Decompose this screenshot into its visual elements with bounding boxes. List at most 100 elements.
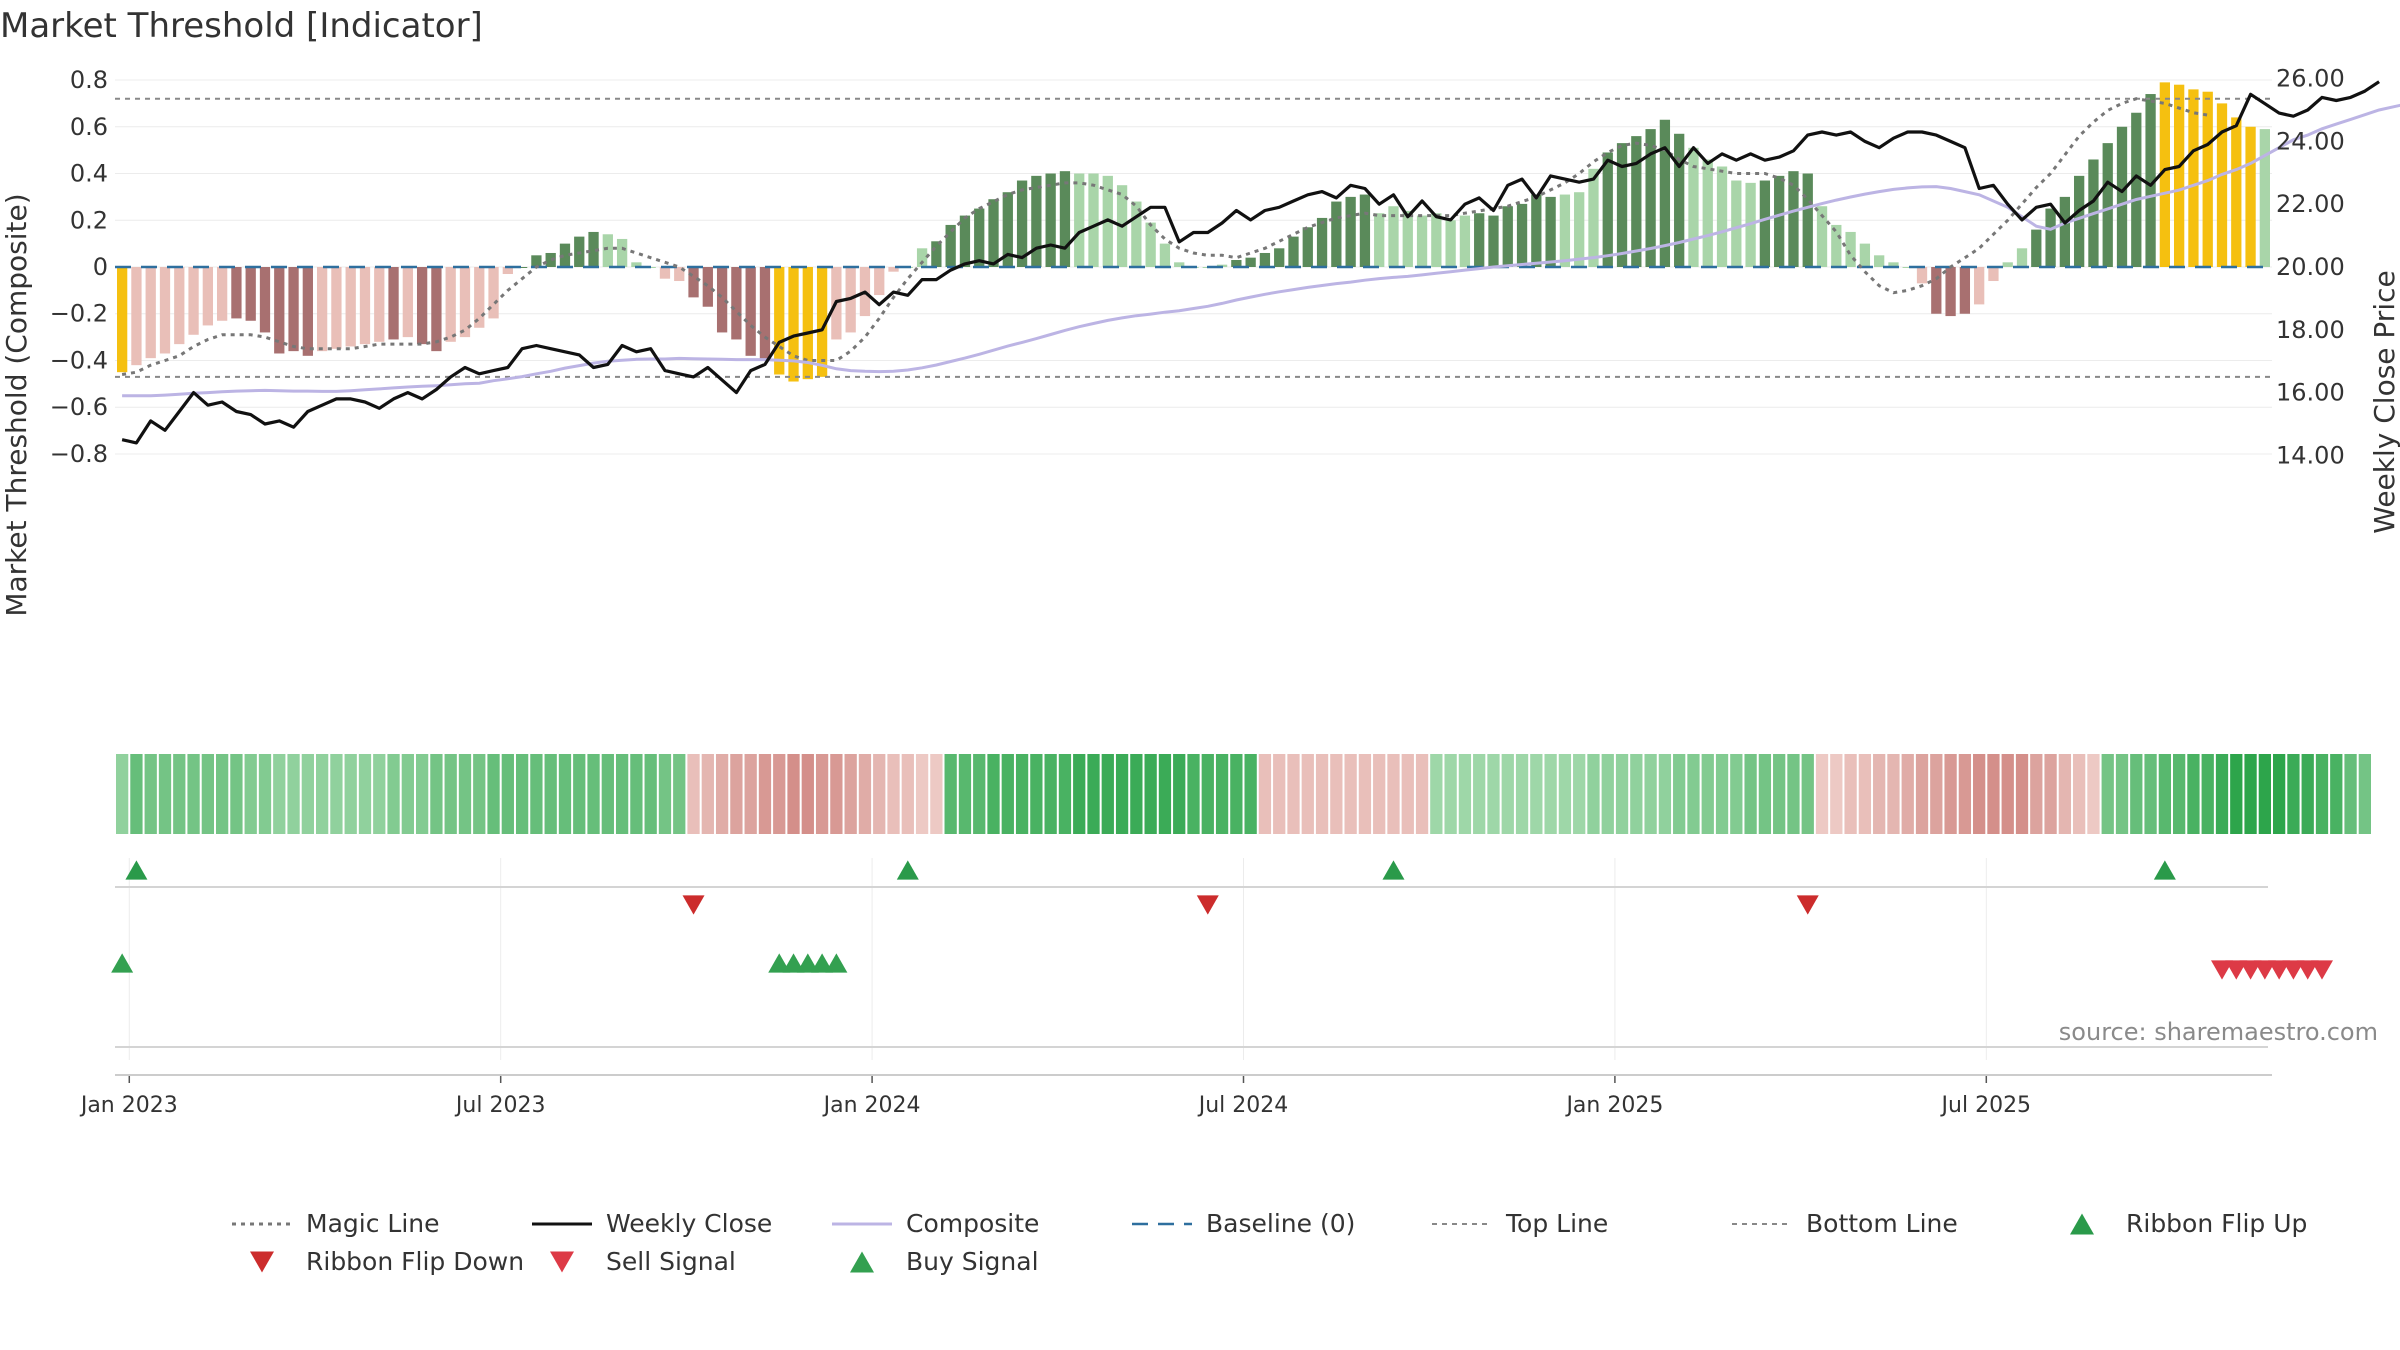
composite-bar bbox=[788, 267, 799, 382]
composite-bar bbox=[659, 267, 671, 279]
composite-bar bbox=[931, 241, 942, 267]
composite-bar bbox=[174, 267, 185, 345]
ribbon-cell bbox=[973, 754, 986, 834]
composite-bar bbox=[1016, 180, 1028, 267]
ribbon-cell bbox=[2287, 754, 2300, 834]
ribbon-cell bbox=[215, 754, 229, 834]
ribbon-flip-up-marker bbox=[2153, 860, 2176, 880]
legend-label: Magic Line bbox=[306, 1209, 440, 1238]
legend-item: Ribbon Flip Down bbox=[250, 1247, 524, 1276]
ribbon-cell bbox=[2073, 754, 2086, 834]
ribbon-cell bbox=[615, 754, 629, 834]
ribbon-cell bbox=[630, 754, 643, 834]
legend-label: Sell Signal bbox=[606, 1247, 736, 1276]
ribbon-cell bbox=[1430, 754, 1443, 834]
ribbon-cell bbox=[1015, 754, 1029, 834]
ribbon-cell bbox=[715, 754, 729, 834]
sell-signal-marker bbox=[2211, 960, 2234, 980]
composite-bar bbox=[2216, 103, 2228, 267]
ribbon-cell bbox=[773, 754, 786, 834]
ribbon-cell bbox=[1030, 754, 1043, 834]
ribbon-cell bbox=[1358, 754, 1372, 834]
ribbon-cell bbox=[2358, 754, 2371, 834]
y-tick-label: 0.2 bbox=[70, 206, 108, 234]
y2-axis-label: Weekly Close Price bbox=[2368, 270, 2400, 533]
ribbon-cell bbox=[2044, 754, 2057, 834]
sell-signal-marker bbox=[2296, 960, 2319, 980]
composite-bar bbox=[2045, 208, 2056, 267]
legend-swatch bbox=[550, 1251, 574, 1273]
ribbon-cell bbox=[1473, 754, 1486, 834]
legend-item: Ribbon Flip Up bbox=[2070, 1209, 2307, 1238]
ribbon-cell bbox=[315, 754, 329, 834]
ribbon-cell bbox=[687, 754, 700, 834]
ribbon-cell bbox=[1901, 754, 1914, 834]
ribbon-cell bbox=[2101, 754, 2114, 834]
ribbon-cell bbox=[1530, 754, 1543, 834]
composite-bar bbox=[1602, 152, 1613, 267]
composite-bar bbox=[1374, 213, 1385, 267]
ribbon-cell bbox=[344, 754, 357, 834]
composite-bar bbox=[1645, 129, 1656, 267]
ribbon-cell bbox=[815, 754, 829, 834]
ribbon-cell bbox=[1973, 754, 1986, 834]
composite-bar bbox=[1659, 119, 1671, 267]
ribbon-cell bbox=[415, 754, 429, 834]
ribbon-cell bbox=[1544, 754, 1557, 834]
composite-line bbox=[122, 103, 2400, 398]
composite-bar bbox=[1874, 255, 1885, 267]
composite-bar bbox=[345, 267, 356, 347]
ribbon-cell bbox=[1344, 754, 1357, 834]
ribbon-cell bbox=[801, 754, 814, 834]
ribbon-cell bbox=[1987, 754, 2000, 834]
composite-bar bbox=[1531, 194, 1542, 267]
composite-bar bbox=[545, 252, 556, 267]
ribbon-cell bbox=[2258, 754, 2271, 834]
ribbon-cell bbox=[944, 754, 957, 834]
chart-title: Market Threshold [Indicator] bbox=[0, 6, 483, 46]
ribbon-cell bbox=[601, 754, 614, 834]
composite-bar bbox=[974, 208, 985, 267]
ribbon-cell bbox=[958, 754, 972, 834]
ribbon-cell bbox=[1315, 754, 1329, 834]
legend-item: Composite bbox=[832, 1209, 1039, 1238]
composite-bar bbox=[2188, 89, 2199, 267]
x-tick-label: Jan 2023 bbox=[79, 1093, 178, 1118]
legend-swatch bbox=[2070, 1213, 2094, 1235]
ribbon-cell bbox=[373, 754, 386, 834]
composite-bar bbox=[159, 267, 171, 354]
ribbon-cell bbox=[1630, 754, 1643, 834]
x-tick-label: Jul 2025 bbox=[1940, 1093, 2032, 1118]
composite-bar bbox=[888, 267, 899, 272]
composite-bar bbox=[1516, 203, 1528, 267]
composite-bar bbox=[2059, 196, 2071, 267]
y2-tick-label: 20.00 bbox=[2276, 253, 2345, 281]
ribbon-cell bbox=[358, 754, 372, 834]
composite-bar bbox=[1259, 252, 1271, 267]
composite-bar bbox=[1131, 201, 1142, 267]
composite-bar bbox=[702, 267, 713, 307]
composite-bar bbox=[2174, 84, 2185, 267]
ribbon-cell bbox=[1073, 754, 1086, 834]
composite-bar bbox=[374, 267, 385, 342]
ribbon-cell bbox=[644, 754, 657, 834]
ribbon-cell bbox=[1558, 754, 1572, 834]
y-tick-label: −0.8 bbox=[50, 440, 108, 468]
composite-bar bbox=[1445, 220, 1456, 267]
sell-signal-marker bbox=[2282, 960, 2305, 980]
x-tick-label: Jan 2024 bbox=[822, 1093, 921, 1118]
composite-bar bbox=[959, 215, 971, 267]
ribbon-cell bbox=[1001, 754, 1014, 834]
source-note: source: sharemaestro.com bbox=[2059, 1018, 2378, 1046]
buy-signal-marker bbox=[796, 953, 819, 973]
legend-label: Top Line bbox=[1505, 1209, 1608, 1238]
ribbon-cell bbox=[1944, 754, 1957, 834]
composite-bar bbox=[1502, 206, 1513, 267]
ribbon-cell bbox=[458, 754, 472, 834]
sell-signal-marker bbox=[2310, 960, 2333, 980]
composite-bar bbox=[631, 262, 642, 267]
composite-bar bbox=[1774, 175, 1785, 267]
composite-bar bbox=[716, 267, 728, 333]
composite-bar bbox=[1574, 192, 1585, 267]
